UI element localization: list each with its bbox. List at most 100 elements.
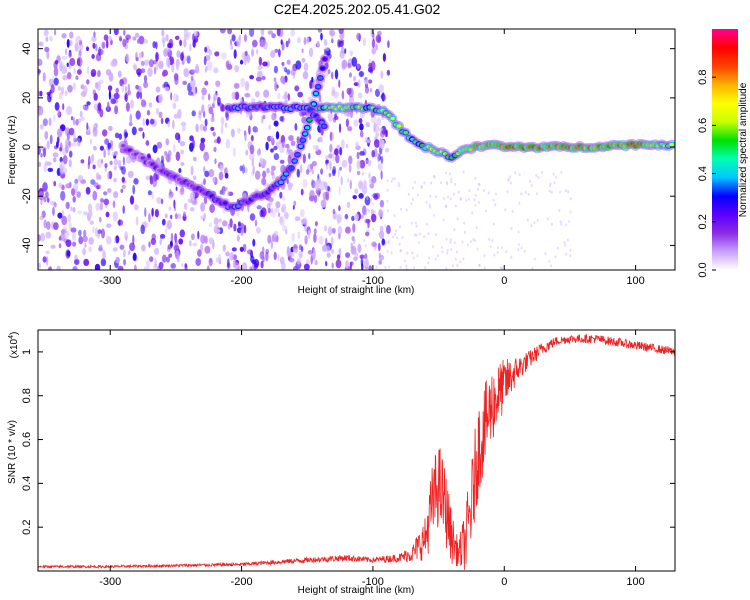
noise-blob bbox=[252, 165, 255, 175]
noise-blob bbox=[273, 251, 277, 261]
noise-blob bbox=[204, 80, 209, 86]
noise-blob bbox=[364, 218, 371, 224]
noise-blob bbox=[102, 129, 108, 137]
noise-blob bbox=[135, 84, 140, 90]
faint-blob bbox=[466, 243, 469, 247]
ridge-rising-line bbox=[223, 54, 330, 213]
faint-blob bbox=[517, 230, 520, 234]
faint-blob bbox=[494, 192, 497, 196]
noise-blob bbox=[182, 80, 188, 85]
noise-blob bbox=[334, 148, 339, 156]
noise-blob bbox=[178, 238, 184, 245]
noise-blob bbox=[103, 198, 110, 206]
noise-blob bbox=[45, 250, 50, 255]
noise-blob bbox=[165, 154, 171, 163]
faint-blob bbox=[362, 171, 365, 175]
noise-blob bbox=[382, 53, 386, 62]
faint-blob bbox=[556, 246, 559, 250]
noise-blob bbox=[158, 261, 164, 270]
noise-blob bbox=[218, 171, 224, 181]
noise-blob bbox=[148, 102, 153, 108]
faint-blob bbox=[420, 186, 423, 189]
faint-blob bbox=[373, 248, 376, 252]
noise-blob bbox=[108, 70, 112, 77]
faint-blob bbox=[447, 195, 449, 199]
faint-blob bbox=[398, 242, 401, 246]
faint-blob bbox=[541, 171, 543, 174]
faint-blob bbox=[446, 182, 449, 186]
noise-blob bbox=[375, 88, 380, 97]
faint-blob bbox=[472, 238, 475, 241]
noise-blob bbox=[46, 140, 50, 150]
faint-blob bbox=[474, 176, 477, 180]
faint-blob bbox=[379, 212, 382, 216]
noise-blob bbox=[72, 132, 76, 141]
noise-blob bbox=[319, 180, 326, 191]
noise-blob bbox=[244, 81, 250, 91]
faint-blob bbox=[387, 240, 390, 244]
noise-blob bbox=[387, 40, 390, 48]
noise-blob bbox=[270, 169, 275, 176]
faint-blob bbox=[423, 235, 426, 239]
noise-blob bbox=[173, 73, 179, 81]
noise-blob bbox=[295, 60, 302, 70]
faint-blob bbox=[449, 172, 451, 176]
noise-blob bbox=[164, 151, 167, 159]
noise-blob bbox=[173, 93, 178, 103]
noise-blob bbox=[115, 256, 120, 264]
noise-blob bbox=[327, 226, 333, 236]
noise-blob bbox=[113, 29, 119, 36]
noise-blob bbox=[132, 252, 137, 261]
noise-blob bbox=[275, 201, 281, 209]
noise-blob bbox=[207, 61, 213, 71]
noise-blob bbox=[332, 166, 337, 175]
faint-blob bbox=[518, 173, 521, 177]
noise-blob bbox=[284, 67, 288, 73]
noise-blob bbox=[42, 148, 47, 158]
noise-blob bbox=[140, 68, 146, 73]
ridge-valley-line bbox=[118, 140, 231, 209]
noise-blob bbox=[201, 87, 207, 96]
x-tick-label: -100 bbox=[362, 576, 384, 588]
colorbar-tick-label: 0.6 bbox=[697, 118, 709, 133]
ridge-core bbox=[300, 138, 306, 142]
noise-blob bbox=[281, 61, 285, 66]
noise-blob bbox=[369, 88, 373, 93]
faint-blob bbox=[388, 265, 391, 269]
noise-blob bbox=[368, 172, 371, 179]
noise-blob bbox=[274, 207, 280, 213]
faint-blob bbox=[523, 249, 526, 253]
noise-blob bbox=[95, 203, 100, 211]
faint-blob bbox=[396, 236, 399, 240]
noise-blob bbox=[38, 69, 41, 74]
noise-blob bbox=[54, 102, 60, 111]
noise-blob bbox=[172, 119, 175, 130]
noise-blob bbox=[290, 252, 295, 257]
faint-blob bbox=[491, 239, 494, 242]
noise-blob bbox=[332, 208, 336, 215]
noise-blob bbox=[239, 246, 244, 252]
faint-blob bbox=[564, 189, 567, 193]
faint-blob bbox=[489, 245, 492, 249]
noise-blob bbox=[199, 243, 204, 252]
noise-blob bbox=[302, 71, 309, 80]
noise-blob bbox=[101, 158, 104, 164]
noise-blob bbox=[119, 37, 122, 42]
noise-blob bbox=[233, 49, 237, 59]
noise-blob bbox=[340, 46, 345, 54]
noise-blob bbox=[340, 139, 345, 150]
noise-blob bbox=[262, 170, 267, 179]
noise-blob bbox=[143, 38, 148, 44]
faint-blob bbox=[496, 251, 499, 255]
noise-blob bbox=[377, 163, 383, 171]
faint-blob bbox=[510, 227, 513, 230]
noise-blob bbox=[152, 144, 158, 154]
faint-blob bbox=[414, 233, 416, 237]
faint-blob bbox=[442, 218, 445, 222]
noise-blob bbox=[57, 86, 61, 91]
noise-blob bbox=[232, 147, 236, 158]
noise-blob bbox=[114, 105, 119, 115]
noise-blob bbox=[122, 38, 127, 48]
noise-blob bbox=[152, 60, 157, 65]
faint-blob bbox=[427, 232, 430, 236]
